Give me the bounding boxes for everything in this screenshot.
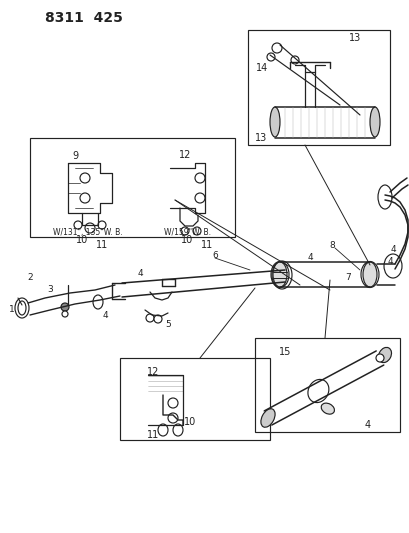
- Text: 14: 14: [255, 63, 267, 73]
- Text: 1: 1: [9, 305, 15, 314]
- Text: 10: 10: [76, 235, 88, 245]
- Ellipse shape: [146, 314, 154, 322]
- Ellipse shape: [378, 348, 391, 362]
- Ellipse shape: [260, 409, 274, 427]
- Ellipse shape: [270, 107, 279, 137]
- Ellipse shape: [74, 221, 82, 229]
- Text: 11: 11: [200, 240, 213, 250]
- Ellipse shape: [193, 227, 200, 235]
- Ellipse shape: [154, 315, 162, 323]
- Text: 5: 5: [165, 320, 171, 329]
- Ellipse shape: [271, 43, 281, 53]
- Bar: [254, 338, 399, 432]
- Ellipse shape: [62, 311, 68, 317]
- Ellipse shape: [80, 173, 90, 183]
- Ellipse shape: [61, 303, 69, 311]
- Ellipse shape: [80, 193, 90, 203]
- Text: 10: 10: [180, 235, 193, 245]
- Text: 12: 12: [146, 367, 159, 377]
- Ellipse shape: [266, 53, 274, 61]
- Text: 4: 4: [389, 246, 395, 254]
- Text: W/131", 135"W. B.: W/131", 135"W. B.: [53, 228, 123, 237]
- Text: 6: 6: [211, 251, 217, 260]
- Text: 13: 13: [348, 33, 360, 43]
- Text: 4: 4: [364, 420, 370, 430]
- Text: 4: 4: [137, 270, 142, 279]
- Ellipse shape: [272, 262, 286, 287]
- Ellipse shape: [375, 354, 383, 362]
- Text: 11: 11: [96, 240, 108, 250]
- Bar: [120, 358, 270, 440]
- Ellipse shape: [290, 56, 298, 64]
- Text: 8311  425: 8311 425: [45, 11, 123, 25]
- Ellipse shape: [195, 173, 204, 183]
- Bar: [247, 30, 389, 145]
- Text: 10: 10: [183, 417, 196, 427]
- Text: 9: 9: [72, 151, 78, 161]
- Ellipse shape: [98, 221, 106, 229]
- Text: W/159"W. B.: W/159"W. B.: [164, 228, 211, 237]
- Text: 8: 8: [328, 240, 334, 249]
- Text: 15: 15: [278, 347, 290, 357]
- Ellipse shape: [168, 413, 178, 423]
- Text: 13: 13: [254, 133, 267, 143]
- Text: 12: 12: [178, 150, 191, 160]
- Text: 2: 2: [27, 273, 33, 282]
- Text: 3: 3: [47, 286, 53, 295]
- Ellipse shape: [369, 107, 379, 137]
- Text: 4: 4: [386, 257, 392, 266]
- Ellipse shape: [362, 262, 376, 287]
- Ellipse shape: [180, 227, 189, 235]
- Text: 4: 4: [306, 254, 312, 262]
- Ellipse shape: [168, 398, 178, 408]
- Ellipse shape: [195, 193, 204, 203]
- Text: 11: 11: [146, 430, 159, 440]
- Text: 4: 4: [102, 311, 108, 319]
- Ellipse shape: [321, 403, 334, 414]
- Bar: [30, 138, 234, 237]
- Text: 7: 7: [344, 273, 350, 282]
